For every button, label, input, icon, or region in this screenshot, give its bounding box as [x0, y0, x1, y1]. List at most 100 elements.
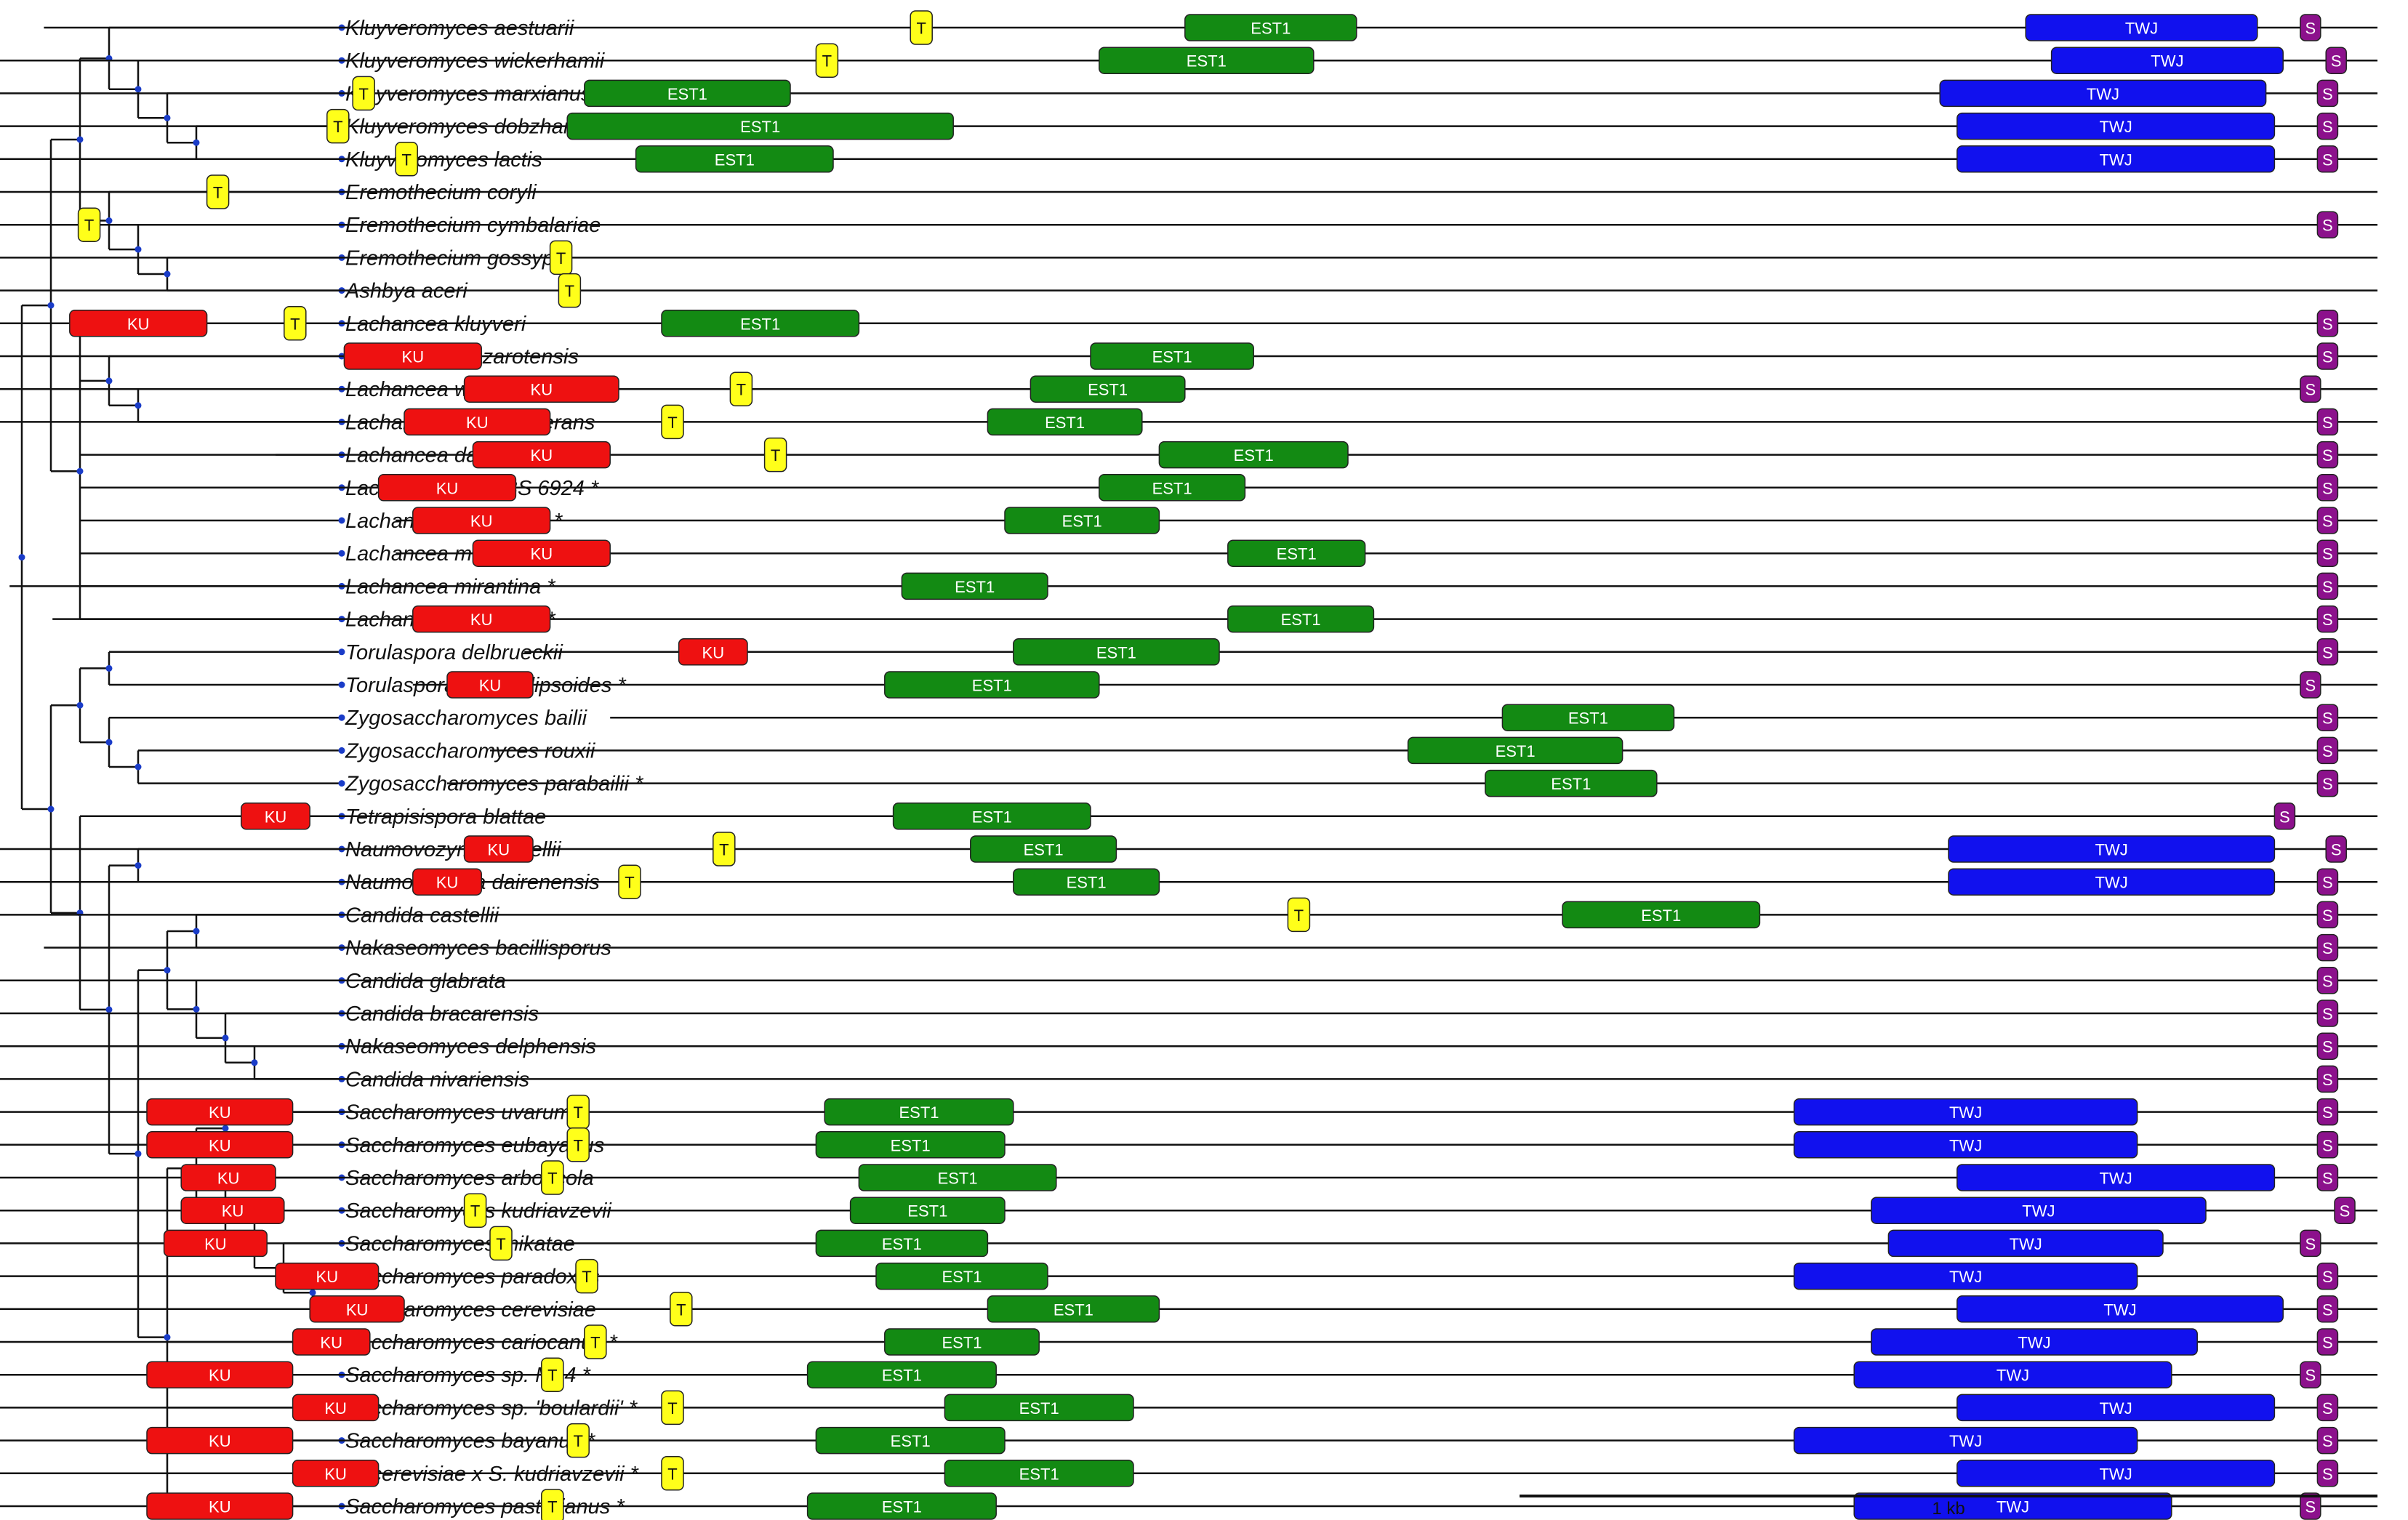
tree-node [105, 1006, 113, 1013]
motif-box [2025, 14, 2258, 41]
motif-label: TWJ [1949, 1136, 1982, 1154]
motif-twj: TWJ [1948, 868, 2276, 896]
motif-box [661, 1456, 684, 1491]
motif-box [1013, 638, 1220, 666]
motif-box [412, 605, 551, 633]
motif-label: KU [702, 643, 725, 662]
motif-box [1956, 1295, 2284, 1323]
motif-est1: EST1 [884, 671, 1100, 699]
motif-twj: TWJ [1853, 1492, 2172, 1520]
motif-label: EST1 [882, 1367, 922, 1385]
motif-box [670, 1292, 693, 1327]
gene-track: KU T EST1 S [0, 371, 2377, 406]
motif-box [489, 1226, 513, 1261]
motif-box [1956, 1460, 2276, 1487]
gene-track: TS [0, 1032, 2377, 1060]
motif-label: T [667, 1465, 677, 1483]
motif-box [987, 408, 1143, 436]
motif-s: S [2325, 835, 2347, 863]
motif-label: T [822, 52, 832, 71]
motif-ku: KU [292, 1460, 380, 1487]
motif-label: S [2322, 414, 2333, 432]
motif-box [1099, 47, 1315, 74]
motif-box [1158, 441, 1349, 469]
motif-label: T [916, 20, 926, 38]
motif-box [463, 375, 619, 403]
motif-box [352, 76, 375, 111]
tree-node [105, 377, 113, 385]
tree-node [193, 928, 200, 935]
motif-s: S [2316, 1065, 2339, 1093]
motif-t: T [549, 240, 573, 276]
motif-label: TWJ [2099, 1399, 2132, 1418]
motif-ku: KU [309, 1295, 405, 1323]
motif-box [2325, 47, 2347, 74]
motif-s: S [2316, 704, 2339, 731]
motif-box [2300, 671, 2321, 699]
tree-leaf-node [338, 681, 345, 688]
motif-box [584, 1324, 607, 1359]
motif-label: T [676, 1300, 686, 1319]
motif-box [2316, 1262, 2339, 1290]
motif-est1: EST1 [584, 79, 791, 108]
motif-t: T [763, 437, 787, 473]
motif-box [1939, 79, 2267, 108]
motif-label: S [2305, 677, 2316, 695]
motif-s: S [2316, 901, 2339, 929]
motif-s: S [2316, 539, 2339, 567]
motif-label: KU [466, 414, 489, 432]
motif-box [146, 1426, 294, 1455]
motif-box [2316, 507, 2339, 534]
motif-s: S [2316, 112, 2339, 140]
motif-est1: EST1 [987, 408, 1143, 436]
motif-box [2316, 1394, 2339, 1422]
motif-label: EST1 [891, 1432, 931, 1450]
motif-label: EST1 [715, 150, 755, 169]
tree-node [105, 664, 113, 672]
gene-tracks: T EST1 TWJ S T EST1 TWJ S T EST1 TWJ S T EST1 TWJ S T EST… [0, 10, 2377, 1520]
gene-track: S [44, 933, 2377, 962]
motif-box [2316, 441, 2339, 469]
motif-label: S [2322, 479, 2333, 497]
motif-box [1853, 1361, 2172, 1388]
tree-node [47, 302, 55, 309]
motif-box [2316, 704, 2339, 731]
gene-track: KU T EST1 TWJ S [0, 1127, 2377, 1162]
motif-label: S [2305, 1367, 2316, 1385]
motif-label: S [2322, 939, 2333, 957]
motif-label: TWJ [1949, 1268, 1982, 1286]
gene-track: KU EST1 S [412, 671, 2377, 699]
motif-label: T [625, 874, 634, 892]
motif-s: S [2316, 1164, 2339, 1191]
motif-label: KU [470, 512, 493, 531]
motif-twj: TWJ [1948, 835, 2276, 863]
motif-label: S [2322, 742, 2333, 760]
motif-box [1853, 1492, 2172, 1520]
motif-label: T [573, 1136, 582, 1154]
motif-t: T [661, 1456, 684, 1491]
motif-box [2316, 79, 2339, 108]
motif-box [1562, 901, 1761, 929]
motif-twj: TWJ [1939, 79, 2267, 108]
motif-t: T [558, 273, 582, 308]
motif-label: S [2322, 874, 2333, 892]
motif-label: S [2322, 611, 2333, 629]
motif-box [2273, 803, 2296, 830]
motif-label: S [2322, 217, 2333, 235]
motif-box [558, 273, 582, 308]
motif-box [910, 10, 933, 45]
motif-t: T [566, 1127, 590, 1162]
motif-box [824, 1098, 1014, 1126]
motif-box [2316, 901, 2339, 929]
motif-label: KU [217, 1170, 240, 1188]
motif-box [2316, 1065, 2339, 1093]
motif-box [292, 1328, 371, 1356]
motif-label: S [2322, 118, 2333, 136]
motif-box [2316, 310, 2339, 337]
motif-label: T [737, 381, 746, 399]
motif-box [1948, 868, 2276, 896]
motif-s: S [2316, 474, 2339, 502]
motif-ku: KU [146, 1361, 294, 1388]
motif-ku: KU [343, 342, 482, 370]
motif-twj: TWJ [1956, 1460, 2276, 1487]
